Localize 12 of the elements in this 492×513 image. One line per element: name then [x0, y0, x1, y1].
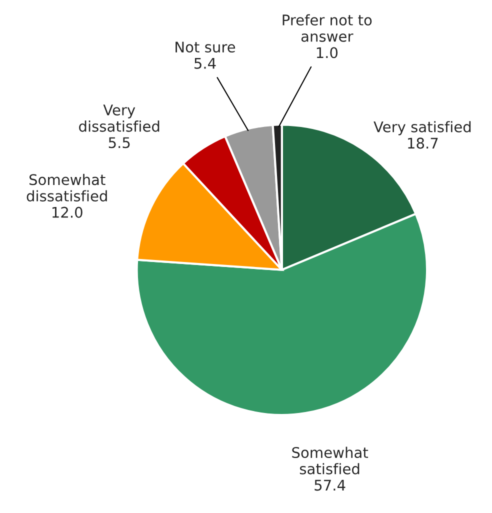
- slice-label: Not sure: [176, 42, 236, 53]
- data-label: 57.4: [314, 480, 346, 491]
- data-label: 12.0: [52, 206, 82, 218]
- data-label: 5.5: [108, 137, 130, 148]
- slice-label: Very satisfied: [374, 121, 471, 136]
- data-label: 5.4: [194, 58, 216, 69]
- slice-label: Somewhat dissatisfied: [26, 174, 107, 202]
- data-label: 18.7: [408, 138, 438, 149]
- slice-label: Somewhat satisfied: [292, 446, 368, 474]
- slice-label: Very dissatisfied: [79, 104, 160, 132]
- slice-label: Prefer not to answer: [282, 14, 372, 42]
- data-label: 1.0: [316, 47, 338, 58]
